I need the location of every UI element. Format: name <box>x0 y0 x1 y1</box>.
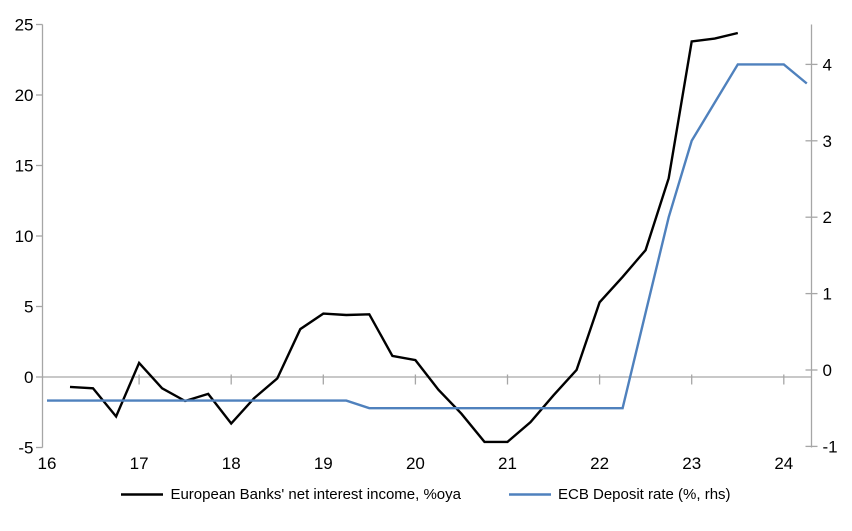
right-axis-tick-label: 3 <box>823 132 832 151</box>
ecb-deposit-rate-line <box>47 63 808 410</box>
x-axis-tick-label: 24 <box>774 454 793 473</box>
right-axis-tick-label: 0 <box>823 361 832 380</box>
right-axis-tick-label: 1 <box>823 285 832 304</box>
x-axis-tick-label: 17 <box>130 454 149 473</box>
right-axis-tick-label: -1 <box>823 437 838 456</box>
net-interest-income-line <box>69 31 739 444</box>
x-axis-tick-label: 19 <box>314 454 333 473</box>
left-axis-tick-label: 15 <box>15 157 34 176</box>
x-axis-tick-label: 21 <box>498 454 517 473</box>
legend-label-net-interest-income: European Banks' net interest income, %oy… <box>170 486 461 503</box>
x-axis-tick-label: 18 <box>222 454 241 473</box>
legend-item-ecb-deposit-rate: ECB Deposit rate (%, rhs) <box>508 486 731 503</box>
legend-label-ecb-deposit-rate: ECB Deposit rate (%, rhs) <box>557 486 731 503</box>
x-axis-tick-label: 22 <box>590 454 609 473</box>
left-axis-tick-label: 10 <box>15 227 34 246</box>
blue-line-swatch <box>508 493 551 496</box>
left-axis-tick-label: 5 <box>24 298 33 317</box>
legend: European Banks' net interest income, %oy… <box>0 486 852 503</box>
right-axis-tick-label: 2 <box>823 208 832 227</box>
left-axis-tick-label: -5 <box>18 439 33 458</box>
left-axis-tick-label: 20 <box>15 86 34 105</box>
x-axis-tick-label: 20 <box>406 454 425 473</box>
right-axis-tick-label: 4 <box>823 55 832 74</box>
x-axis-tick-label: 16 <box>38 454 57 473</box>
left-axis-tick-label: 0 <box>24 368 33 387</box>
legend-item-net-interest-income: European Banks' net interest income, %oy… <box>121 486 461 503</box>
black-line-swatch <box>121 493 164 496</box>
x-axis-tick-label: 23 <box>682 454 701 473</box>
left-axis-tick-label: 25 <box>15 16 34 35</box>
